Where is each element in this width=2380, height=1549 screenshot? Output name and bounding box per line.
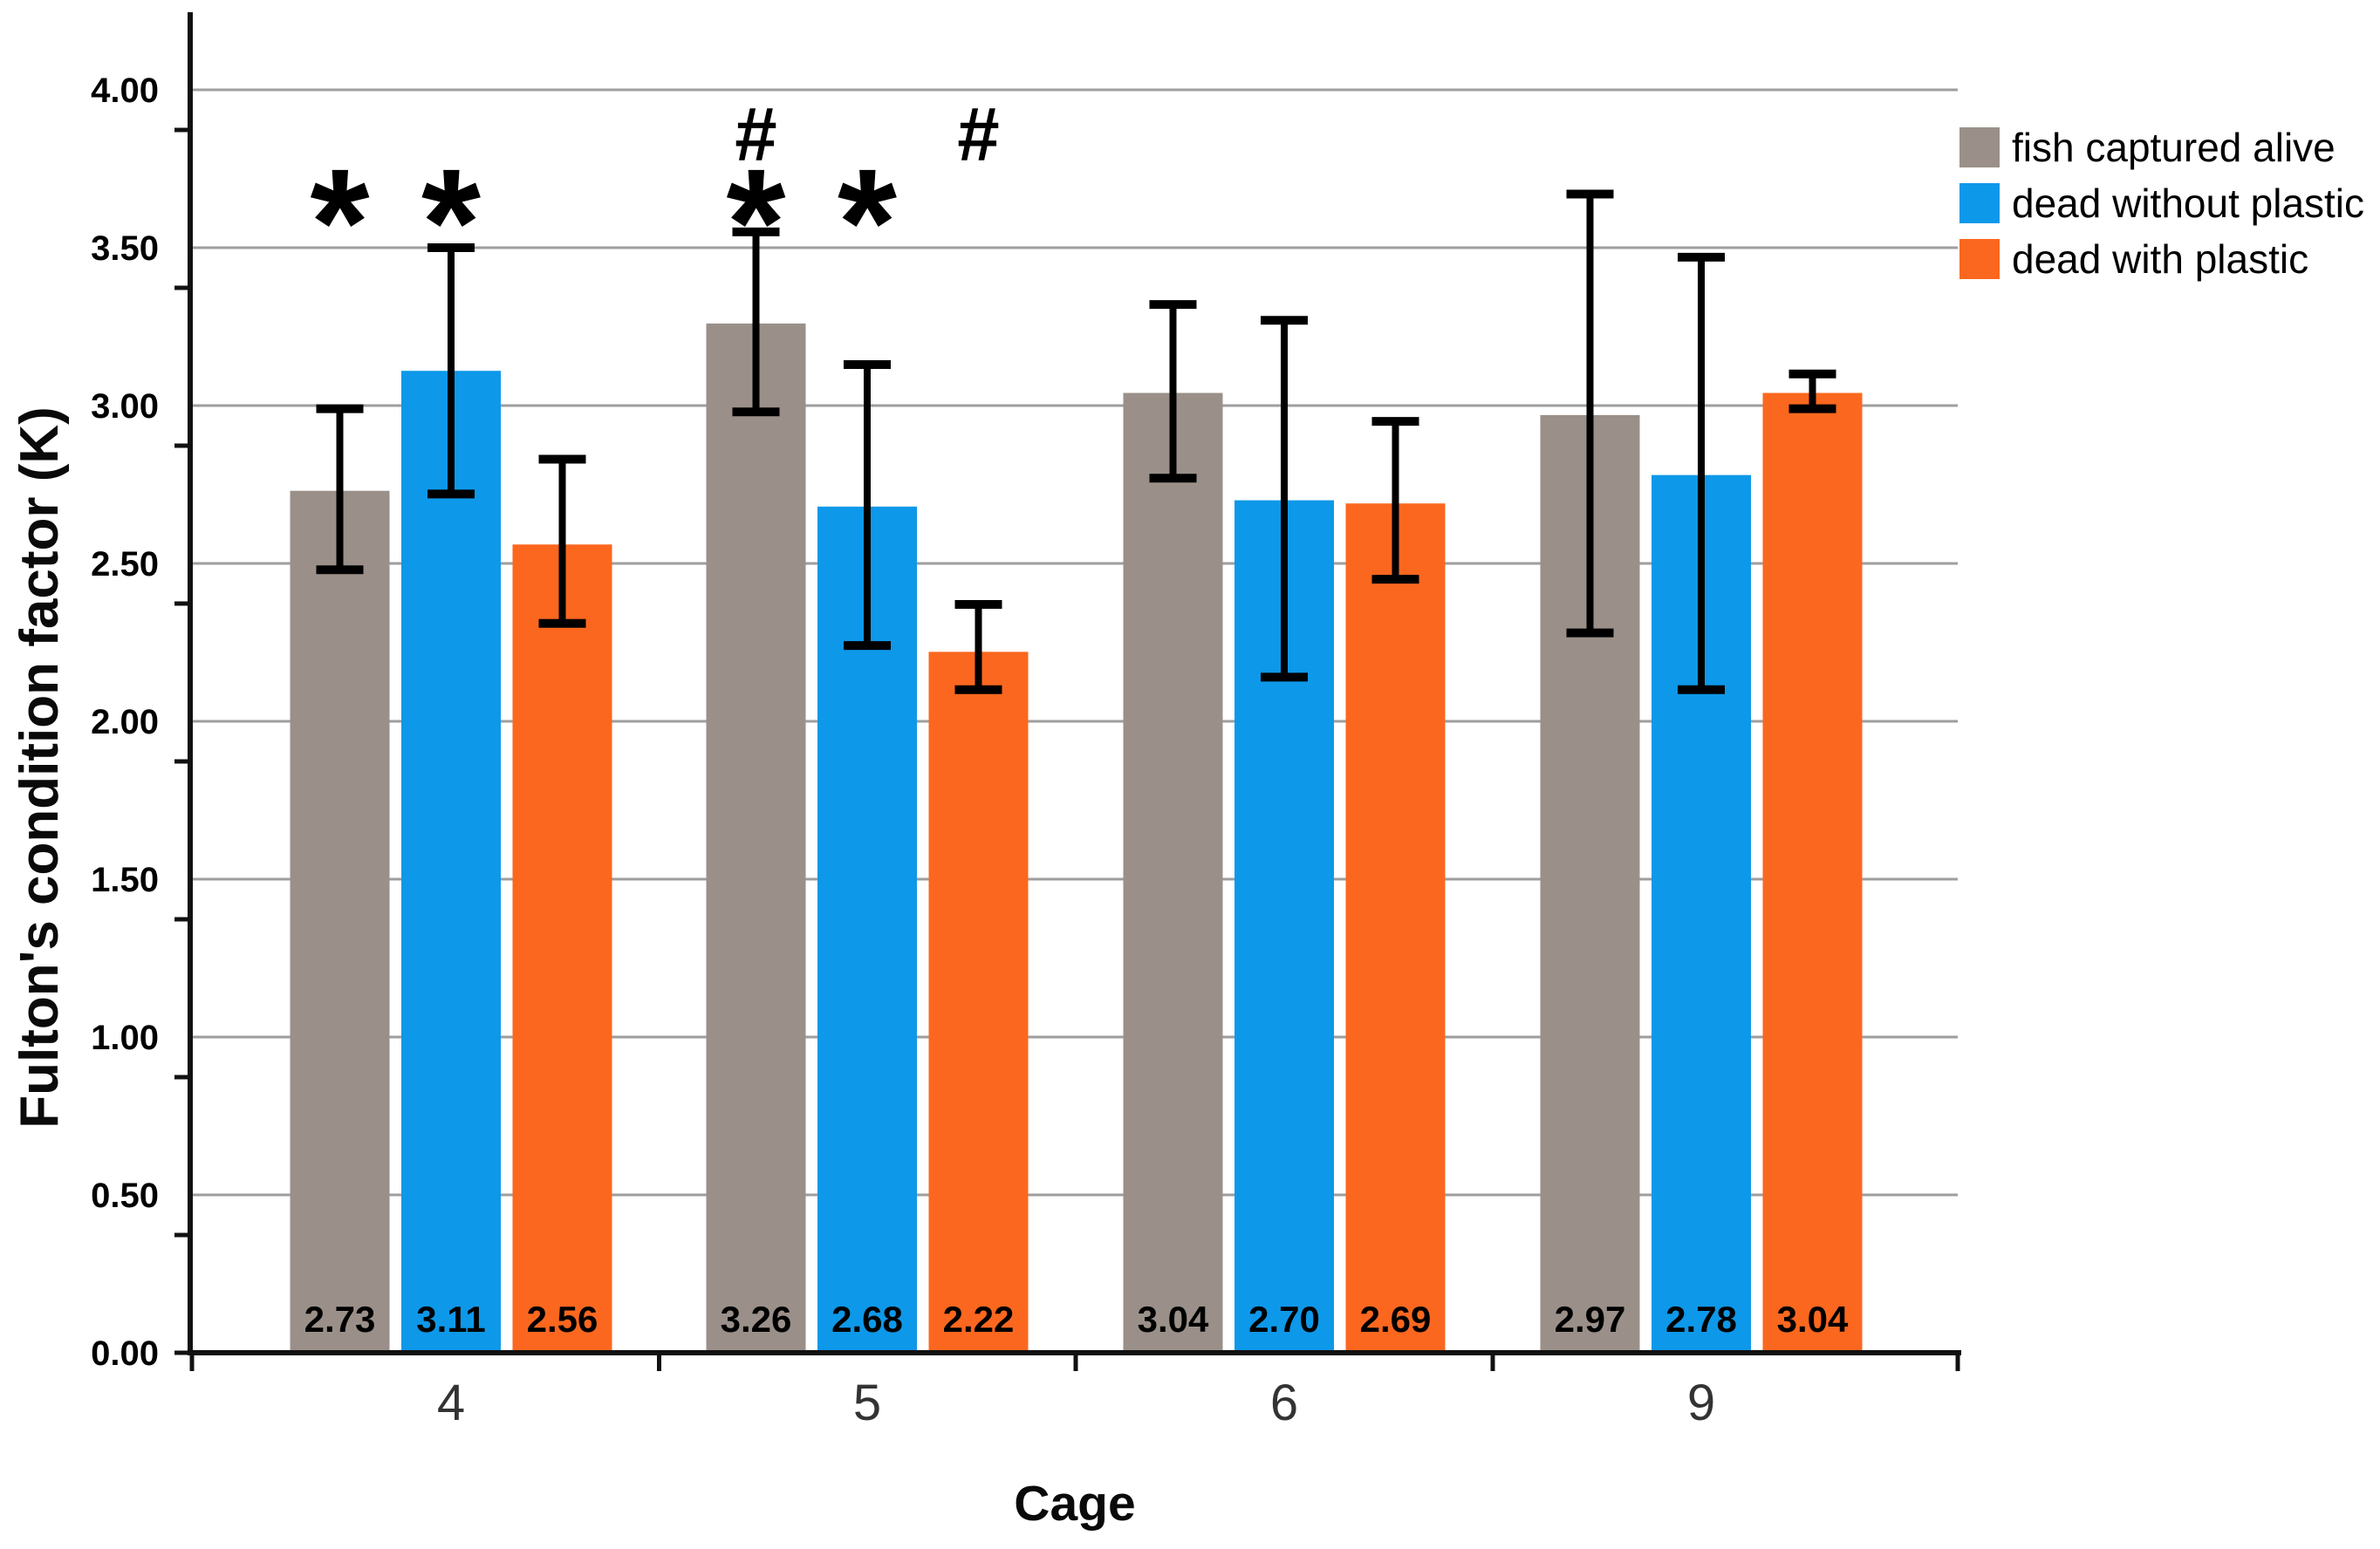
- bar: [928, 652, 1029, 1353]
- asterisk-marker: *: [726, 138, 785, 308]
- legend: fish captured alive dead without plastic d…: [1959, 125, 2364, 282]
- hash-marker: #: [957, 92, 999, 177]
- bar-value-label: 2.78: [1665, 1299, 1737, 1340]
- bar-value-label: 3.11: [416, 1299, 485, 1340]
- bar-value-label: 2.56: [527, 1299, 598, 1340]
- bar-value-label: 2.68: [831, 1299, 903, 1340]
- bar: [1123, 392, 1223, 1353]
- y-tick-label: 4.00: [91, 72, 159, 110]
- bar-value-label: 2.97: [1555, 1299, 1626, 1340]
- asterisk-marker: *: [421, 138, 481, 308]
- bar: [1345, 503, 1446, 1353]
- bar: [290, 490, 390, 1353]
- y-tick-label: 2.50: [91, 545, 159, 583]
- bar: [706, 323, 806, 1353]
- bar-value-label: 2.22: [943, 1299, 1015, 1340]
- bar-value-label: 3.04: [1777, 1299, 1849, 1340]
- error-bars: [316, 189, 1836, 694]
- y-tick-labels: 0.00 0.50 1.00 1.50 2.00 2.50 3.00 3.50 4.00: [91, 72, 159, 1373]
- y-tick-label: 0.00: [91, 1334, 159, 1373]
- y-axis-title: Fulton's condition factor (K): [10, 406, 70, 1129]
- legend-label: dead with plastic: [2012, 236, 2308, 282]
- legend-label: fish captured alive: [2012, 125, 2336, 170]
- bar: [512, 544, 612, 1353]
- x-tick-label: 5: [853, 1375, 881, 1431]
- legend-swatch: [1959, 239, 2000, 279]
- x-tick-label: 6: [1270, 1375, 1298, 1431]
- y-tick-label: 3.50: [91, 229, 159, 268]
- legend-swatch: [1959, 183, 2000, 223]
- hash-marker: #: [735, 92, 776, 177]
- bar-value-label: 3.04: [1138, 1299, 1209, 1340]
- bar-value-label: 3.26: [721, 1299, 792, 1340]
- bar: [1762, 392, 1863, 1353]
- y-tick-label: 0.50: [91, 1177, 159, 1215]
- axes: [174, 12, 1961, 1371]
- asterisk-marker: *: [838, 138, 897, 308]
- bar-value-label: 2.73: [304, 1299, 376, 1340]
- bars: 2.73 3.26 3.04 2.97 3.11 2.68 2.70 2.78 2.56 2.22…: [290, 323, 1863, 1354]
- y-tick-label: 1.00: [91, 1019, 159, 1057]
- bar-value-label: 2.69: [1360, 1299, 1432, 1340]
- asterisk-marker: *: [310, 138, 369, 308]
- legend-swatch: [1959, 127, 2000, 167]
- legend-label: dead without plastic: [2012, 181, 2364, 226]
- x-tick-label: 4: [437, 1375, 465, 1431]
- bar: [401, 371, 501, 1354]
- bar-value-label: 2.70: [1248, 1299, 1320, 1340]
- significance-markers: * *#* *#: [310, 92, 999, 308]
- y-tick-label: 3.00: [91, 387, 159, 426]
- x-tick-label: 9: [1687, 1375, 1715, 1431]
- y-tick-label: 1.50: [91, 861, 159, 899]
- y-tick-label: 2.00: [91, 703, 159, 741]
- x-tick-labels: 4 5 6 9: [437, 1375, 1715, 1431]
- x-axis-title: Cage: [1014, 1476, 1135, 1532]
